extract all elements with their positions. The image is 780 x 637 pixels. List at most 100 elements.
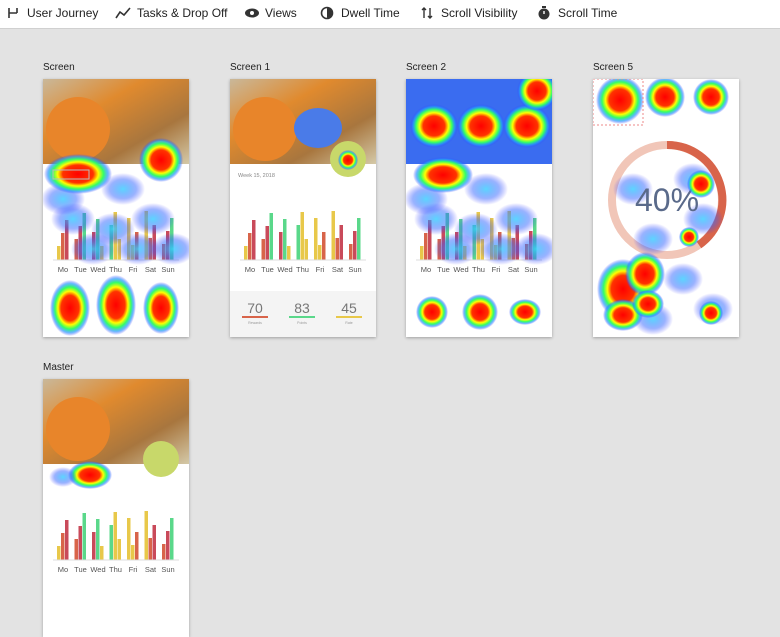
screen-label: Screen 5	[593, 62, 634, 73]
heat-spot	[514, 233, 552, 265]
heat-spot	[679, 227, 699, 247]
screen-thumbnail[interactable]: 40%	[593, 79, 739, 337]
day-label: Tue	[437, 265, 450, 274]
mini-bar	[269, 213, 273, 260]
heat-spot	[699, 301, 723, 325]
stat-underline	[289, 316, 315, 318]
mini-bar	[296, 225, 300, 260]
stat-value: 83	[294, 300, 310, 316]
day-label: Sat	[508, 265, 520, 274]
mini-bar	[74, 539, 78, 560]
mini-bar	[322, 232, 326, 260]
mini-bar	[61, 533, 65, 560]
mini-bar	[96, 519, 100, 560]
day-label: Wed	[90, 265, 105, 274]
heat-spot	[71, 233, 115, 265]
mini-bar	[82, 513, 86, 560]
day-label: Tue	[261, 265, 274, 274]
icon	[115, 7, 131, 19]
mini-bar	[162, 544, 166, 560]
heat-spot	[116, 233, 160, 265]
stat-label: Rewards	[248, 321, 262, 325]
day-label: Fri	[316, 265, 325, 274]
day-label: Tue	[74, 265, 87, 274]
photo	[46, 397, 110, 461]
stat-label: Rate	[345, 321, 352, 325]
day-label: Mo	[421, 265, 431, 274]
heat-spot	[131, 203, 175, 235]
mini-bar	[57, 246, 61, 260]
screen-label: Screen 2	[406, 62, 447, 73]
mini-bar	[92, 532, 96, 560]
mini-bar	[113, 512, 117, 560]
heat-spot	[663, 263, 703, 295]
icon	[320, 6, 334, 20]
day-label: Tue	[74, 565, 87, 574]
day-label: Fri	[492, 265, 501, 274]
day-label: Wed	[90, 565, 105, 574]
stat-underline	[336, 316, 362, 318]
screen-thumbnail[interactable]: Mo Tue Wed Thu Fri Sat Sun	[43, 79, 189, 337]
week: Week 15, 2018	[238, 173, 275, 179]
mini-bar	[283, 219, 287, 260]
heat-spot	[434, 233, 478, 265]
thumbnail-art: Mo Tue Wed Thu Fri Sat Sun	[43, 379, 189, 574]
mini-bar	[304, 239, 308, 260]
tool[interactable]: Tasks & Drop Off	[137, 6, 228, 20]
tool[interactable]: Views	[265, 6, 297, 20]
mini-bar	[261, 239, 265, 260]
mini-bar	[331, 211, 335, 260]
heat-spot	[503, 104, 551, 148]
heat-spot	[416, 296, 448, 328]
heat-spot	[464, 173, 508, 205]
day-label: Sat	[332, 265, 344, 274]
mini-bar	[252, 220, 256, 260]
tool[interactable]: Scroll Visibility	[441, 6, 518, 20]
mini-bar	[78, 526, 82, 560]
heat-spot	[633, 223, 673, 255]
mini-bar	[170, 518, 174, 560]
heat-spot	[457, 104, 505, 148]
screen-label: Master	[43, 362, 74, 373]
mini-bar	[248, 233, 252, 260]
heat-spot	[50, 280, 90, 336]
mini-bar	[117, 539, 121, 560]
mini-bar	[61, 233, 65, 260]
screen-thumbnail[interactable]: Mo Tue Wed Thu Fri Sat Sun	[43, 379, 189, 637]
icon	[538, 6, 550, 20]
tool[interactable]: Scroll Time	[558, 6, 618, 20]
day-label: Sat	[145, 265, 157, 274]
mini-bar	[135, 532, 139, 560]
photo	[46, 97, 110, 161]
screen-thumbnail[interactable]: Mo Tue Wed Thu Fri Sat Sun	[406, 79, 552, 337]
mini-bar	[420, 246, 424, 260]
mini-bar	[349, 244, 353, 260]
screen-thumbnail[interactable]: Mo Tue Wed Thu Fri Sat Sun Week 15, 2018 70 Rewar…	[230, 79, 376, 337]
selection	[52, 169, 90, 180]
heat-spot	[143, 282, 179, 334]
stat-value: 45	[341, 300, 357, 316]
heat-spot	[410, 104, 458, 148]
mini-bar	[424, 233, 428, 260]
tool[interactable]: Dwell Time	[341, 6, 400, 20]
heat-spot	[645, 79, 685, 117]
stats-bg	[230, 291, 376, 337]
photo	[233, 97, 297, 161]
day-label: Fri	[129, 565, 138, 574]
heat-spot	[683, 203, 723, 235]
screen-label: Screen	[43, 62, 75, 73]
heat-spot	[96, 275, 136, 335]
mini-bar	[152, 525, 156, 560]
day-label: Fri	[129, 265, 138, 274]
thumbnail-art: 40%	[593, 79, 733, 335]
mini-bar	[300, 212, 304, 260]
day-label: Wed	[453, 265, 468, 274]
tap-marker	[294, 108, 342, 148]
heat-spot	[139, 138, 183, 182]
heat-spot	[101, 173, 145, 205]
day-label: Sat	[145, 565, 157, 574]
day-label: Wed	[277, 265, 292, 274]
day-label: Thu	[296, 265, 309, 274]
tool[interactable]: User Journey	[27, 6, 99, 20]
toolbar: User Journey Tasks & Drop Off Views Dwel…	[0, 0, 780, 29]
